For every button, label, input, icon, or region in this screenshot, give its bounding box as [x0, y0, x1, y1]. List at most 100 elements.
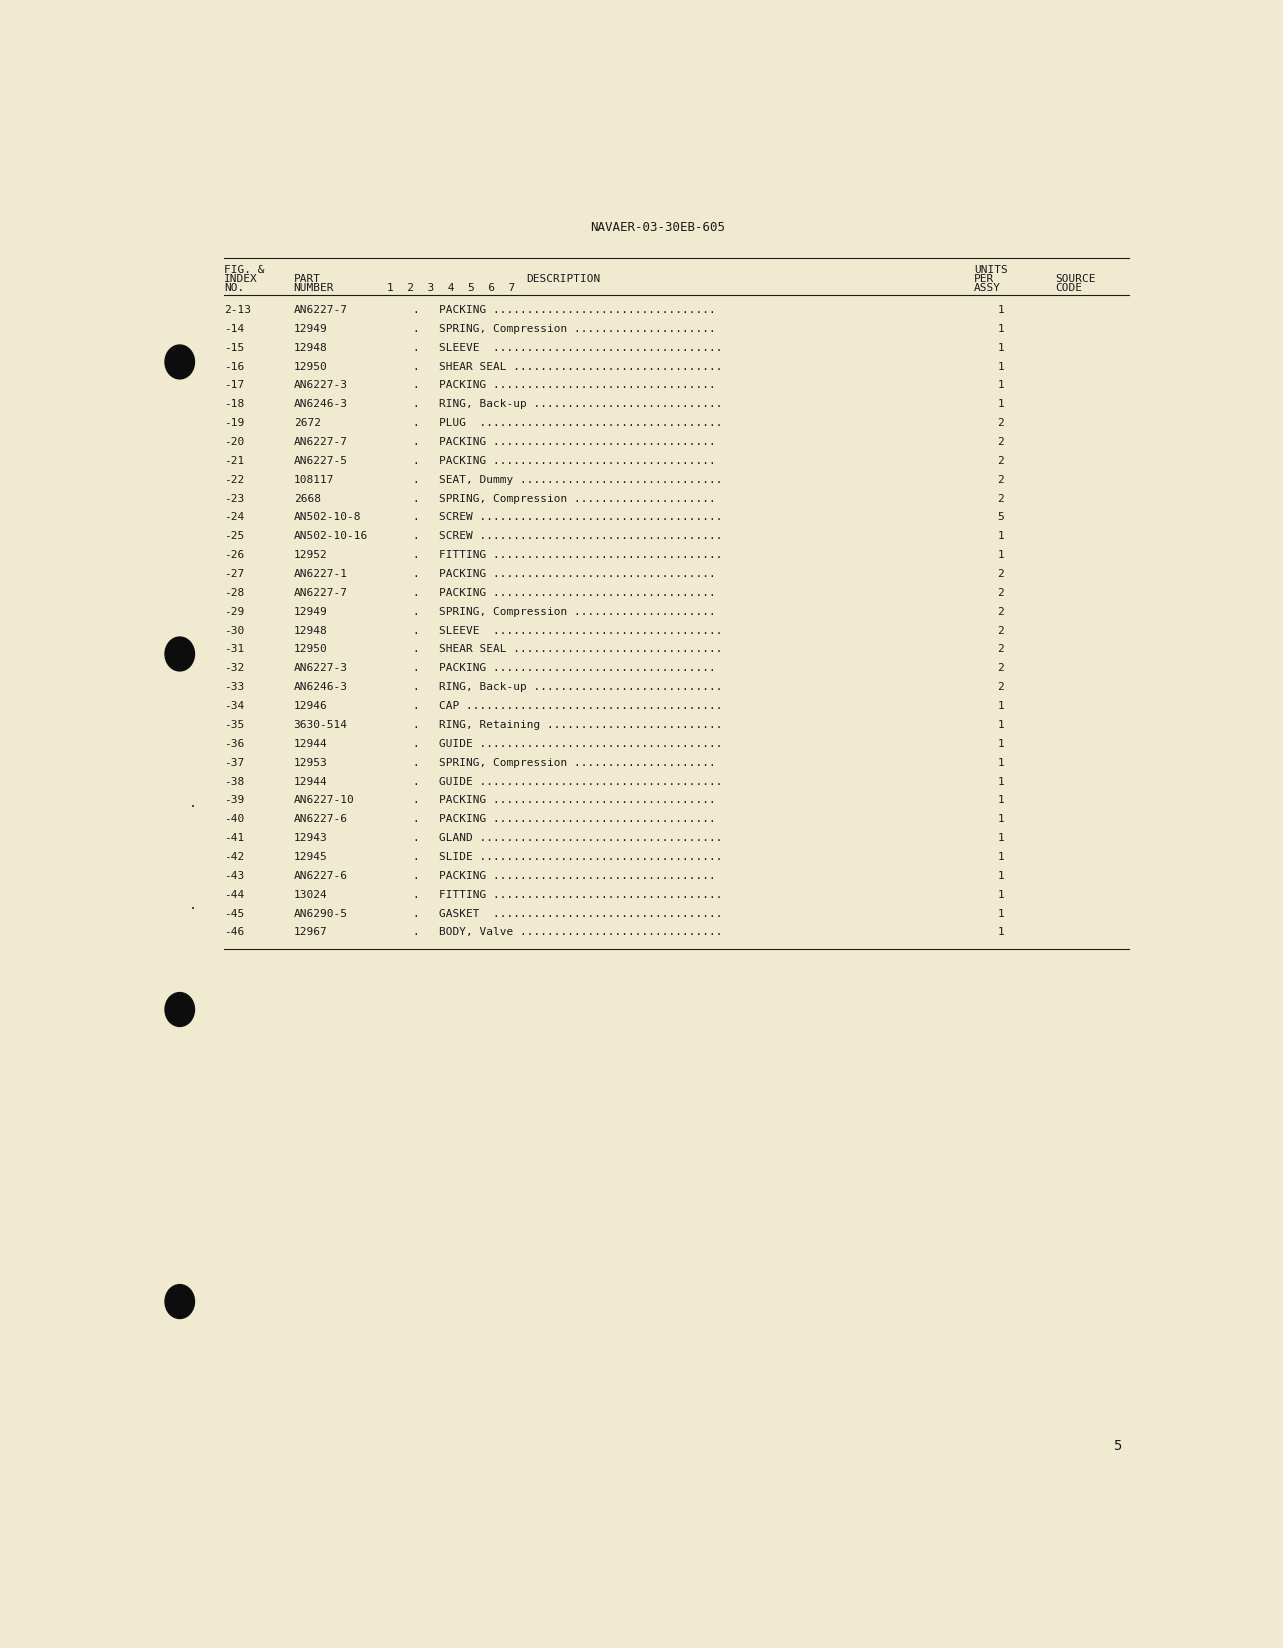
Text: 1: 1	[997, 738, 1005, 748]
Text: SPRING, Compression .....................: SPRING, Compression ....................…	[439, 756, 716, 768]
Text: -31: -31	[225, 644, 244, 654]
Text: PACKING .................................: PACKING ................................…	[439, 455, 716, 465]
Text: -30: -30	[225, 625, 244, 634]
Text: .: .	[412, 323, 420, 333]
Text: SPRING, Compression .....................: SPRING, Compression ....................…	[439, 323, 716, 333]
Text: .: .	[412, 814, 420, 824]
Text: -35: -35	[225, 720, 244, 730]
Text: AN6227-7: AN6227-7	[294, 588, 348, 598]
Text: .: .	[412, 890, 420, 900]
Text: 1: 1	[997, 323, 1005, 333]
Text: .: .	[412, 738, 420, 748]
Text: 12950: 12950	[294, 644, 327, 654]
Text: PER: PER	[974, 274, 994, 283]
Text: AN6227-6: AN6227-6	[294, 870, 348, 880]
Text: -20: -20	[225, 437, 244, 447]
Text: 2: 2	[997, 588, 1005, 598]
Text: .: .	[412, 531, 420, 541]
Text: 108117: 108117	[294, 475, 334, 485]
Text: .: .	[412, 756, 420, 768]
Text: SPRING, Compression .....................: SPRING, Compression ....................…	[439, 493, 716, 503]
Text: 2: 2	[997, 475, 1005, 485]
Text: -17: -17	[225, 381, 244, 391]
Text: .: .	[412, 794, 420, 804]
Text: .: .	[412, 908, 420, 918]
Text: 1: 1	[997, 794, 1005, 804]
Text: AN502-10-16: AN502-10-16	[294, 531, 368, 541]
Text: -21: -21	[225, 455, 244, 465]
Text: 2: 2	[997, 493, 1005, 503]
Text: -24: -24	[225, 513, 244, 522]
Text: 1: 1	[997, 908, 1005, 918]
Text: PACKING .................................: PACKING ................................…	[439, 662, 716, 672]
Text: 1: 1	[997, 870, 1005, 880]
Text: NO.: NO.	[225, 283, 244, 293]
Text: PACKING .................................: PACKING ................................…	[439, 814, 716, 824]
Text: AN502-10-8: AN502-10-8	[294, 513, 362, 522]
Text: -22: -22	[225, 475, 244, 485]
Text: 12944: 12944	[294, 776, 327, 786]
Text: .: .	[412, 776, 420, 786]
Text: NAVAER-03-30EB-605: NAVAER-03-30EB-605	[590, 221, 725, 234]
Text: SHEAR SEAL ...............................: SHEAR SEAL .............................…	[439, 644, 722, 654]
Text: 2: 2	[997, 625, 1005, 634]
Text: INDEX: INDEX	[225, 274, 258, 283]
Text: .: .	[412, 832, 420, 842]
Text: 1: 1	[997, 852, 1005, 862]
Text: •: •	[191, 804, 195, 809]
Text: -16: -16	[225, 361, 244, 371]
Text: 1: 1	[997, 531, 1005, 541]
Text: -41: -41	[225, 832, 244, 842]
Text: 12950: 12950	[294, 361, 327, 371]
Text: .: .	[412, 343, 420, 353]
Text: AN6227-5: AN6227-5	[294, 455, 348, 465]
Text: -33: -33	[225, 682, 244, 692]
Text: -38: -38	[225, 776, 244, 786]
Text: SLEEVE  ..................................: SLEEVE .................................…	[439, 625, 722, 634]
Text: 1: 1	[997, 381, 1005, 391]
Text: 2: 2	[997, 455, 1005, 465]
Text: .: .	[412, 606, 420, 616]
Text: AN6227-3: AN6227-3	[294, 381, 348, 391]
Text: PACKING .................................: PACKING ................................…	[439, 437, 716, 447]
Text: PART: PART	[294, 274, 321, 283]
Text: 1: 1	[997, 776, 1005, 786]
Ellipse shape	[166, 994, 195, 1027]
Text: -23: -23	[225, 493, 244, 503]
Text: 12945: 12945	[294, 852, 327, 862]
Text: 1: 1	[997, 756, 1005, 768]
Text: 12949: 12949	[294, 606, 327, 616]
Text: 2: 2	[997, 419, 1005, 428]
Text: 1: 1	[997, 814, 1005, 824]
Text: SCREW ....................................: SCREW ..................................…	[439, 513, 722, 522]
Text: AN6246-3: AN6246-3	[294, 682, 348, 692]
Text: PACKING .................................: PACKING ................................…	[439, 870, 716, 880]
Text: CODE: CODE	[1056, 283, 1083, 293]
Text: 1: 1	[997, 720, 1005, 730]
Text: 12967: 12967	[294, 926, 327, 936]
Text: .: .	[412, 625, 420, 634]
Text: 5: 5	[1112, 1439, 1121, 1452]
Text: RING, Back-up ............................: RING, Back-up ..........................…	[439, 682, 722, 692]
Text: -37: -37	[225, 756, 244, 768]
Text: AN6227-10: AN6227-10	[294, 794, 354, 804]
Text: 1: 1	[997, 832, 1005, 842]
Text: BODY, Valve ..............................: BODY, Valve ............................…	[439, 926, 722, 936]
Text: PACKING .................................: PACKING ................................…	[439, 305, 716, 315]
Text: -42: -42	[225, 852, 244, 862]
Text: 2: 2	[997, 644, 1005, 654]
Ellipse shape	[166, 638, 195, 671]
Text: GLAND ....................................: GLAND ..................................…	[439, 832, 722, 842]
Text: .: .	[412, 700, 420, 710]
Text: SOURCE: SOURCE	[1056, 274, 1096, 283]
Text: AN6246-3: AN6246-3	[294, 399, 348, 409]
Text: -44: -44	[225, 890, 244, 900]
Text: 1: 1	[997, 343, 1005, 353]
Text: AN6227-6: AN6227-6	[294, 814, 348, 824]
Text: GUIDE ....................................: GUIDE ..................................…	[439, 776, 722, 786]
Text: .: .	[412, 852, 420, 862]
Text: -19: -19	[225, 419, 244, 428]
Text: 2: 2	[997, 662, 1005, 672]
Text: 1: 1	[997, 700, 1005, 710]
Text: -26: -26	[225, 550, 244, 560]
